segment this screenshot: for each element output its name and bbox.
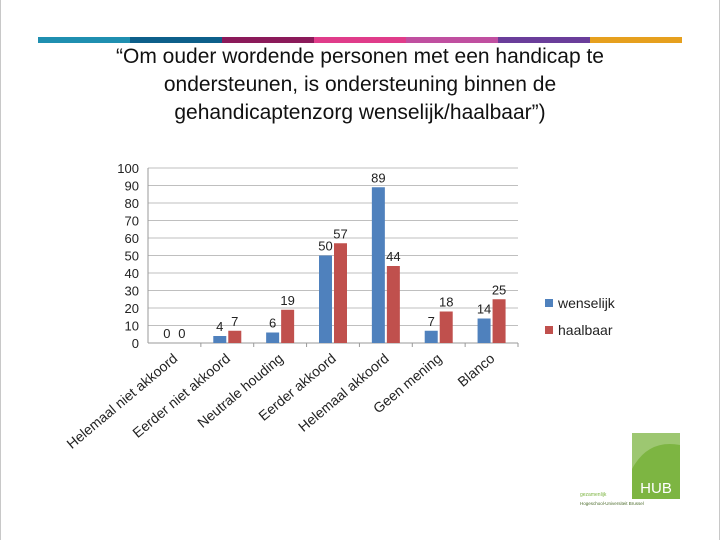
logo-small-line-2: Hogeschool-Universiteit Brussel [580,501,644,506]
stripe-segment-5 [498,37,590,43]
bar-haalbaar [492,299,506,343]
x-tick-label: Eerder niet akkoord [129,350,233,441]
y-tick-label: 100 [117,161,139,176]
data-label-wenselijk: 0 [163,326,170,341]
slide-left-border [0,0,1,540]
data-label-wenselijk: 7 [428,314,435,329]
bar-wenselijk [266,332,280,343]
stripe-segment-6 [590,37,682,43]
bar-haalbaar [439,311,453,343]
bar-wenselijk [319,255,332,343]
hub-logo: HUB gezamenlijk Hogeschool-Universiteit … [580,433,680,506]
data-label-haalbaar: 44 [386,249,400,264]
y-tick-label: 20 [125,301,139,316]
stripe-segment-3 [314,37,406,43]
data-label-wenselijk: 14 [477,302,491,317]
stripe-segment-1 [130,37,222,43]
title-line-1: “Om ouder wordende personen met een hand… [116,45,604,68]
bar-wenselijk [371,187,385,343]
y-tick-label: 10 [125,319,139,334]
data-label-wenselijk: 4 [216,319,223,334]
data-label-haalbaar: 18 [439,295,453,310]
legend-label-wenselijk: wenselijk [557,295,616,311]
bar-haalbaar [386,266,400,343]
y-tick-label: 70 [125,214,139,229]
data-label-haalbaar: 19 [280,293,294,308]
bar-haalbaar [228,330,242,343]
y-tick-label: 40 [125,266,139,281]
bar-wenselijk [213,336,227,343]
y-tick-label: 0 [132,336,139,351]
y-tick-label: 30 [125,284,139,299]
stripe-segment-2 [222,37,314,43]
stripe-segment-4 [406,37,498,43]
color-stripe [38,37,682,43]
bar-haalbaar [281,309,295,343]
legend-label-haalbaar: haalbaar [558,322,613,338]
title-line-3: gehandicaptenzorg wenselijk/haalbaar”) [174,101,546,124]
data-label-haalbaar: 0 [178,326,185,341]
title-line-2: ondersteunen, is ondersteuning binnen de [163,73,557,96]
logo-text: HUB [640,480,672,497]
data-label-haalbaar: 57 [333,226,347,241]
bar-wenselijk [424,330,438,343]
legend-swatch-haalbaar [545,326,553,334]
logo-badge [632,433,680,499]
bar-wenselijk [477,318,491,343]
logo-small-line-1: gezamenlijk [580,492,607,498]
y-tick-label: 90 [125,179,139,194]
bar-haalbaar [334,243,347,343]
y-tick-label: 60 [125,231,139,246]
data-label-haalbaar: 25 [492,282,506,297]
x-tick-label: Helemaal akkoord [295,350,392,435]
data-label-wenselijk: 89 [371,170,385,185]
data-label-wenselijk: 50 [318,239,332,254]
y-tick-label: 80 [125,196,139,211]
legend-swatch-wenselijk [545,299,553,307]
stripe-segment-0 [38,37,130,43]
logo-arc [632,433,680,469]
y-tick-label: 50 [125,249,139,264]
data-label-haalbaar: 7 [231,314,238,329]
slide-title: “Om ouder wordende personen met een hand… [40,43,680,127]
data-label-wenselijk: 6 [269,316,276,331]
x-tick-label: Blanco [454,350,497,390]
